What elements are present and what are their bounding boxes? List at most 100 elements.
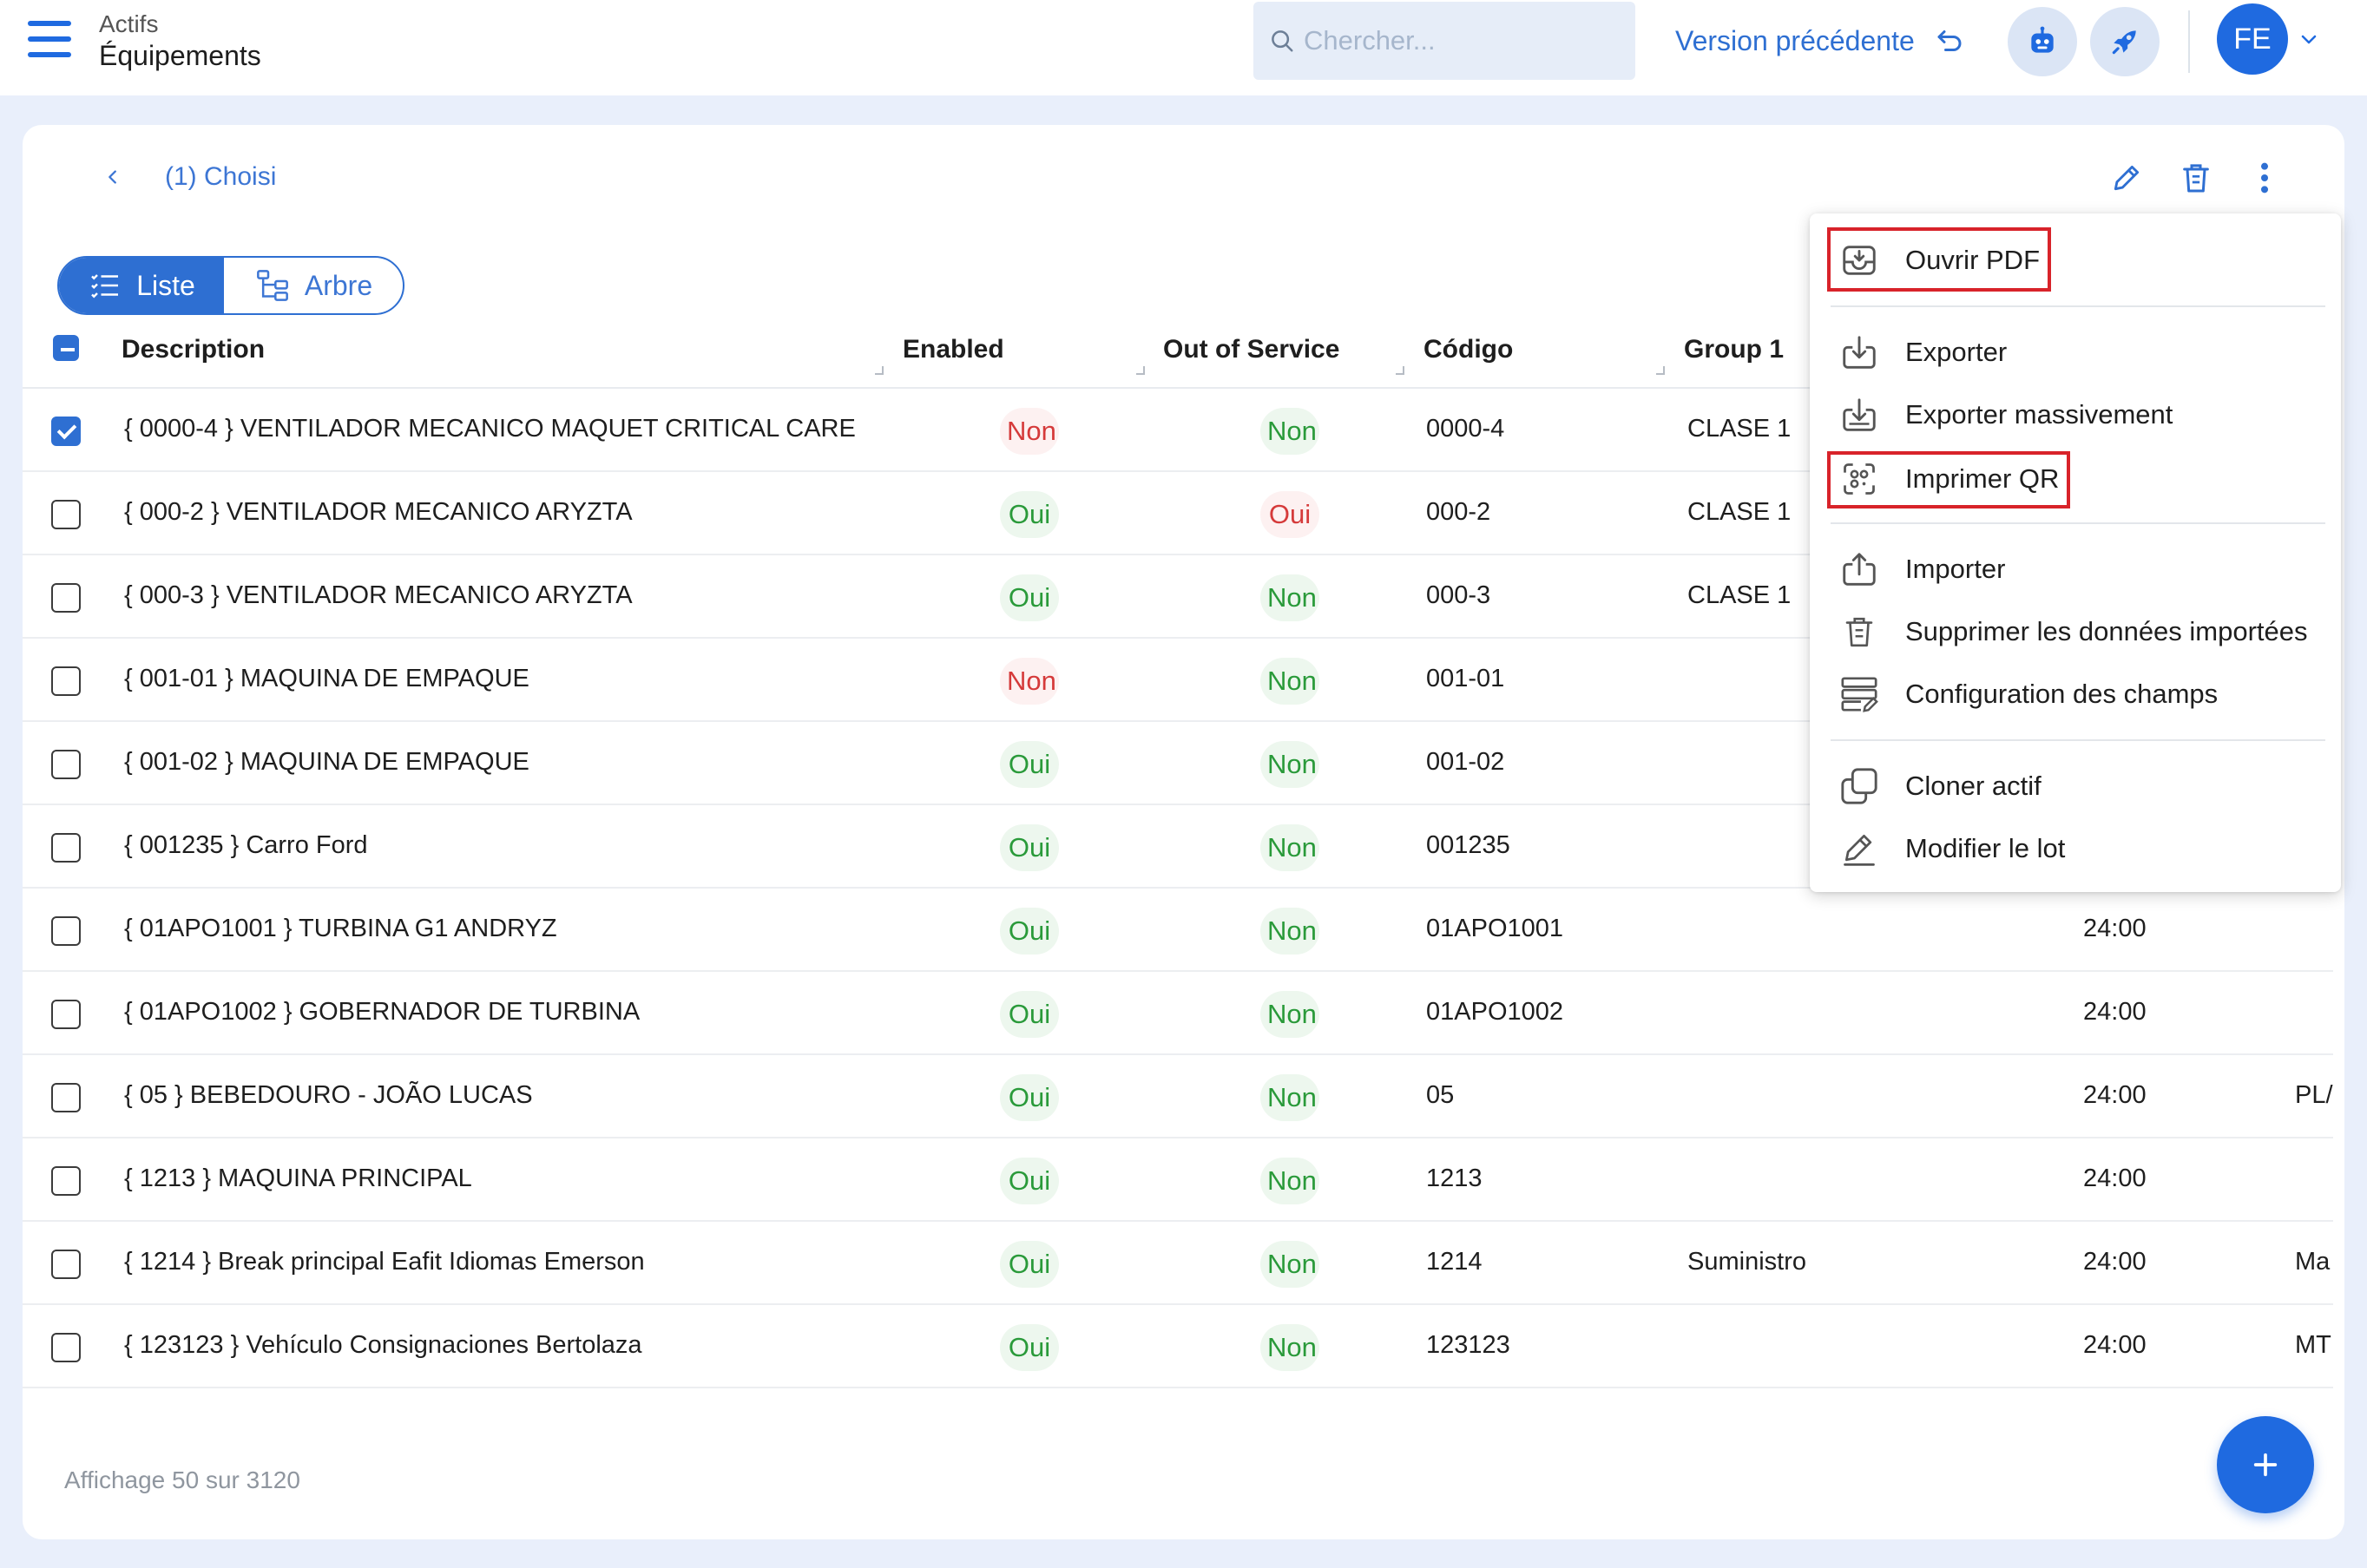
add-asset-button[interactable] (2217, 1416, 2314, 1513)
code-cell: 000-3 (1426, 581, 1491, 609)
table-row[interactable]: { 001-01 } MAQUINA DE EMPAQUE Non Non 001-0… (23, 639, 2333, 722)
code-cell: 001235 (1426, 831, 1510, 859)
table-row[interactable]: { 0000-4 } VENTILADOR MECANICO MAQUET CR… (23, 389, 2333, 472)
table-row[interactable]: { 01APO1002 } GOBERNADOR DE TURBINA Oui No… (23, 972, 2333, 1055)
truncated-cell: MT (2295, 1331, 2331, 1359)
view-tree-button[interactable]: Arbre (224, 258, 403, 313)
menu-item-field-config[interactable]: Configuration des champs (1838, 668, 2218, 720)
top-bar: Actifs Équipements Version précédente (0, 0, 2367, 95)
avatar-initials: FE (2233, 22, 2272, 56)
time-cell: 24:00 (2083, 915, 2147, 942)
rocket-icon (2112, 30, 2136, 55)
table-row[interactable]: { 000-2 } VENTILADOR MECANICO ARYZTA Oui O… (23, 472, 2333, 555)
edit-icon (1838, 827, 1881, 870)
table-row[interactable]: { 05 } BEBEDOURO - JOÃO LUCAS Oui Non 05 24:… (23, 1055, 2333, 1138)
code-cell: 1214 (1426, 1248, 1483, 1276)
time-cell: 24:00 (2083, 1331, 2147, 1359)
group1-cell: CLASE 1 (1687, 498, 1792, 526)
undo-icon (1937, 30, 1962, 51)
row-checkbox[interactable] (51, 833, 81, 863)
back-chevron-icon[interactable] (95, 160, 130, 194)
code-cell: 123123 (1426, 1331, 1510, 1359)
hamburger-menu-icon[interactable] (28, 21, 71, 59)
table-header: Description Enabled Out of Service Códig… (23, 316, 2333, 389)
enabled-status-badge: Oui (1000, 1158, 1059, 1204)
row-checkbox[interactable] (51, 1000, 81, 1029)
menu-item-label: Configuration des champs (1905, 679, 2219, 709)
row-checkbox[interactable] (51, 666, 81, 696)
menu-item-open-pdf[interactable]: Ouvrir PDF (1838, 234, 2040, 286)
search-box[interactable] (1253, 2, 1635, 80)
time-cell: 24:00 (2083, 1081, 2147, 1109)
enabled-status-badge: Oui (1000, 741, 1059, 788)
delete-trash-icon[interactable] (2174, 156, 2218, 200)
page-title-block: Actifs Équipements (99, 10, 261, 72)
menu-item-import[interactable]: Importer (1838, 543, 2005, 595)
enabled-status-badge: Oui (1000, 908, 1059, 955)
row-checkbox[interactable] (51, 916, 81, 946)
out-of-service-status-badge: Non (1260, 1074, 1319, 1121)
row-checkbox[interactable] (51, 1083, 81, 1112)
column-header-group1[interactable]: Group 1 (1684, 335, 1785, 364)
row-checkbox[interactable] (51, 1250, 81, 1279)
download-icon (1838, 331, 1881, 374)
code-cell: 05 (1426, 1081, 1455, 1109)
column-resize-handle[interactable] (1656, 366, 1665, 375)
row-checkbox[interactable] (51, 417, 81, 446)
search-input[interactable] (1304, 25, 1616, 56)
clone-icon (1838, 764, 1881, 808)
out-of-service-status-badge: Non (1260, 908, 1319, 955)
enabled-status-badge: Oui (1000, 1074, 1059, 1121)
row-checkbox[interactable] (51, 1333, 81, 1362)
enabled-status-badge: Oui (1000, 574, 1059, 621)
enabled-status-badge: Oui (1000, 1241, 1059, 1288)
menu-item-print-qr[interactable]: Imprimer QR (1838, 453, 2059, 505)
assistant-bot-button[interactable] (2008, 7, 2077, 76)
view-list-button[interactable]: Liste (59, 258, 224, 313)
qr-code-icon (1838, 457, 1881, 501)
column-resize-handle[interactable] (1396, 366, 1404, 375)
table-row[interactable]: { 123123 } Vehículo Consignaciones Berto… (23, 1305, 2333, 1388)
table-row[interactable]: { 1213 } MAQUINA PRINCIPAL Oui Non 1213 24:0… (23, 1138, 2333, 1222)
row-checkbox[interactable] (51, 583, 81, 613)
edit-pencil-icon[interactable] (2105, 156, 2148, 200)
column-header-code[interactable]: Código (1423, 335, 1514, 364)
out-of-service-status-badge: Non (1260, 991, 1319, 1038)
column-resize-handle[interactable] (1136, 366, 1145, 375)
table-body: { 0000-4 } VENTILADOR MECANICO MAQUET CR… (23, 389, 2333, 1388)
code-cell: 001-01 (1426, 665, 1505, 692)
menu-item-export[interactable]: Exporter (1838, 326, 2007, 378)
column-header-out-of-service[interactable]: Out of Service (1163, 335, 1340, 364)
chevron-down-icon[interactable] (2298, 30, 2319, 50)
enabled-status-badge: Oui (1000, 991, 1059, 1038)
enabled-status-badge: Oui (1000, 824, 1059, 871)
column-header-enabled[interactable]: Enabled (903, 335, 1004, 364)
row-checkbox[interactable] (51, 1166, 81, 1196)
row-checkbox[interactable] (51, 750, 81, 779)
truncated-cell: PL/ (2295, 1081, 2333, 1109)
search-icon (1272, 30, 1293, 52)
menu-item-delete-imported[interactable]: Supprimer les données importées (1838, 606, 2308, 658)
assets-table: Description Enabled Out of Service Códig… (23, 316, 2333, 1388)
column-resize-handle[interactable] (875, 366, 884, 375)
menu-item-label: Exporter (1905, 337, 2008, 367)
previous-version-button[interactable]: Version précédente (1675, 19, 1967, 62)
menu-item-clone-asset[interactable]: Cloner actif (1838, 760, 2042, 812)
user-avatar[interactable]: FE (2217, 3, 2288, 75)
select-all-checkbox[interactable] (53, 335, 79, 361)
more-vertical-icon[interactable] (2243, 156, 2286, 200)
column-header-description[interactable]: Description (122, 335, 266, 364)
code-cell: 000-2 (1426, 498, 1491, 526)
quick-start-button[interactable] (2090, 7, 2160, 76)
table-row[interactable]: { 1214 } Break principal Eafit Idiomas E… (23, 1222, 2333, 1305)
menu-item-label: Imprimer QR (1905, 463, 2060, 494)
description-cell: { 05 } BEBEDOURO - JOÃO LUCAS (124, 1081, 533, 1109)
description-cell: { 01APO1002 } GOBERNADOR DE TURBINA (124, 998, 641, 1026)
out-of-service-status-badge: Non (1260, 1158, 1319, 1204)
menu-item-batch-edit[interactable]: Modifier le lot (1838, 823, 2065, 875)
menu-item-bulk-export[interactable]: Exporter massivement (1838, 389, 2173, 441)
table-row[interactable]: { 01APO1001 } TURBINA G1 ANDRYZ Oui Non 01A… (23, 889, 2333, 972)
table-row[interactable]: { 001-02 } MAQUINA DE EMPAQUE Oui Non 001-0… (23, 722, 2333, 805)
table-row[interactable]: { 000-3 } VENTILADOR MECANICO ARYZTA Oui N… (23, 555, 2333, 639)
row-checkbox[interactable] (51, 500, 81, 529)
